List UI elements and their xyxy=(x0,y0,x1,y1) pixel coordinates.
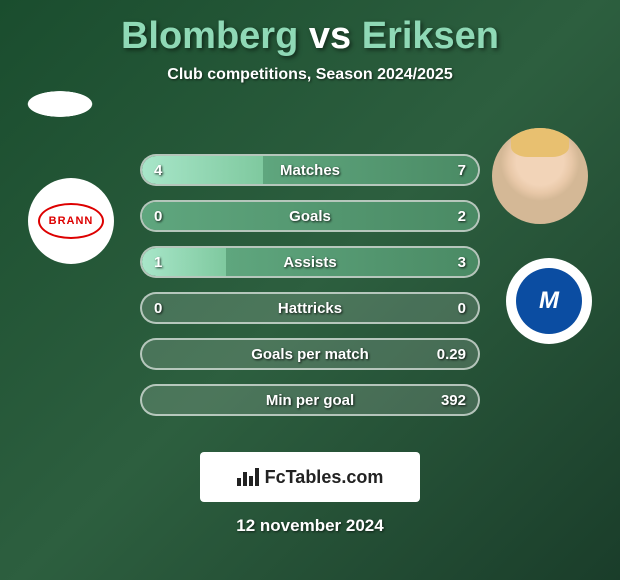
stat-bar: Min per goal 392 xyxy=(140,384,480,416)
stat-value-right: 3 xyxy=(458,254,466,271)
stat-bar: 0 Goals 2 xyxy=(140,200,480,232)
player1-name: Blomberg xyxy=(121,15,298,57)
bar-fill-right xyxy=(226,248,478,276)
stat-value-left: 1 xyxy=(154,254,162,271)
comparison-infographic: Blomberg vs Eriksen Club competitions, S… xyxy=(0,0,620,580)
vs-text: vs xyxy=(309,15,351,57)
stat-label: Assists xyxy=(283,254,336,271)
stat-row: Goals per match 0.29 xyxy=(10,338,610,370)
stat-label: Hattricks xyxy=(278,300,342,317)
stat-label: Goals xyxy=(289,208,331,225)
stat-value-right: 2 xyxy=(458,208,466,225)
stat-value-left: 0 xyxy=(154,300,162,317)
date-text: 12 november 2024 xyxy=(10,516,610,536)
stat-bar: Goals per match 0.29 xyxy=(140,338,480,370)
stat-bar: 1 Assists 3 xyxy=(140,246,480,278)
fctables-branding: FcTables.com xyxy=(200,452,420,502)
stat-row: 0 Hattricks 0 xyxy=(10,292,610,324)
stat-row: 4 Matches 7 xyxy=(10,154,610,186)
stat-value-left: 4 xyxy=(154,162,162,179)
branding-text: FcTables.com xyxy=(265,467,384,488)
stat-row: Min per goal 392 xyxy=(10,384,610,416)
player2-name: Eriksen xyxy=(362,15,499,57)
stats-area: 4 Matches 7 0 Goals 2 1 Assists 3 0 Hattricks 0 Goal… xyxy=(10,154,610,434)
subtitle: Club competitions, Season 2024/2025 xyxy=(10,66,610,84)
stat-row: 0 Goals 2 xyxy=(10,200,610,232)
player1-photo xyxy=(10,84,110,124)
stat-value-right: 0 xyxy=(458,300,466,317)
stat-value-right: 7 xyxy=(458,162,466,179)
chart-bars-icon xyxy=(237,468,259,486)
stat-label: Goals per match xyxy=(251,346,369,363)
comparison-title: Blomberg vs Eriksen xyxy=(10,15,610,58)
stat-bar: 4 Matches 7 xyxy=(140,154,480,186)
stat-value-left: 0 xyxy=(154,208,162,225)
stat-label: Min per goal xyxy=(266,392,354,409)
stat-row: 1 Assists 3 xyxy=(10,246,610,278)
stat-bar: 0 Hattricks 0 xyxy=(140,292,480,324)
stat-value-right: 392 xyxy=(441,392,466,409)
stat-label: Matches xyxy=(280,162,340,179)
stat-value-right: 0.29 xyxy=(437,346,466,363)
